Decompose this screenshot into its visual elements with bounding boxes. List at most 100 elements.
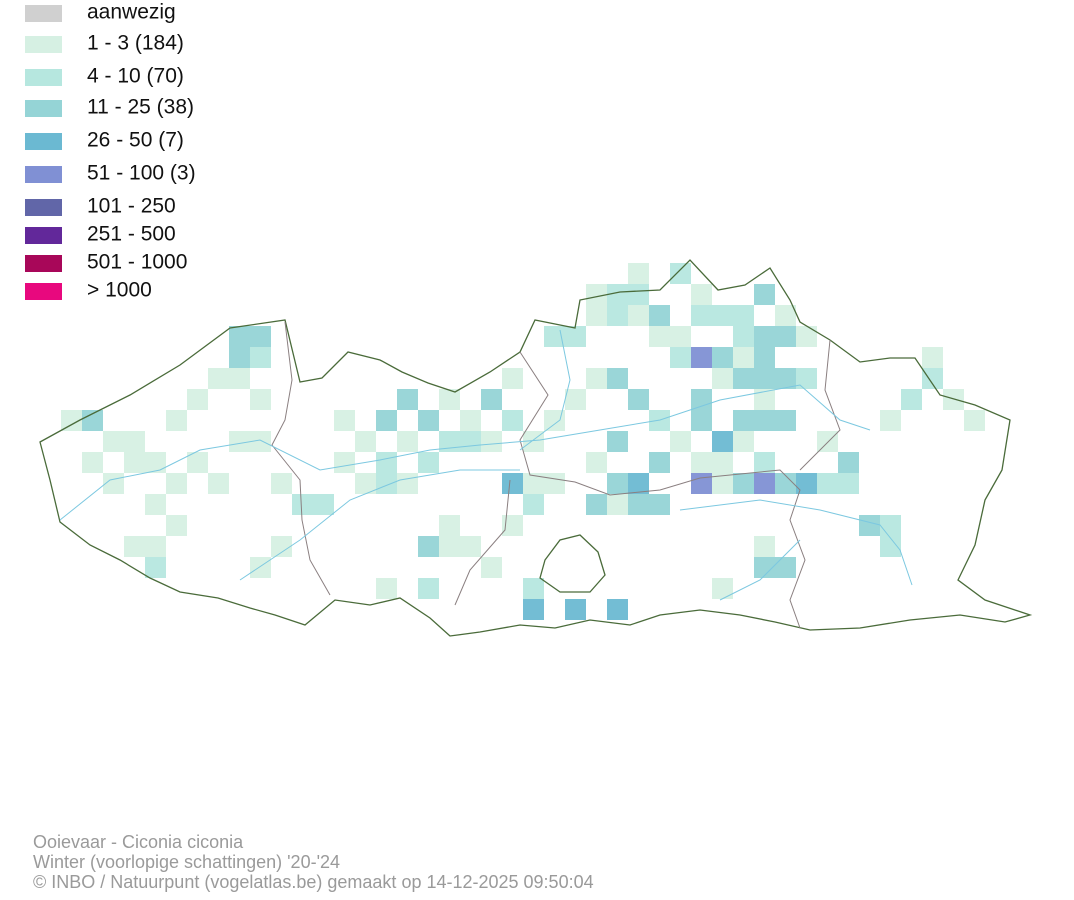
grid-square: [229, 326, 250, 347]
grid-square: [712, 305, 733, 326]
legend-label: 4 - 10 (70): [87, 65, 184, 88]
grid-square: [817, 431, 838, 452]
legend-swatch: [25, 255, 62, 272]
grid-square: [565, 389, 586, 410]
footer-line: Winter (voorlopige schattingen) '20-'24: [33, 852, 340, 872]
grid-square: [61, 410, 82, 431]
grid-square: [250, 347, 271, 368]
grid-square: [691, 347, 712, 368]
grid-square: [733, 431, 754, 452]
grid-square: [460, 536, 481, 557]
grid-square: [607, 305, 628, 326]
enclave-outline: [539, 534, 606, 593]
grid-square: [628, 284, 649, 305]
grid-square: [334, 452, 355, 473]
legend-label: 501 - 1000: [87, 251, 187, 274]
grid-square: [187, 389, 208, 410]
grid-square: [733, 473, 754, 494]
grid-square: [733, 410, 754, 431]
legend-swatch: [25, 166, 62, 183]
grid-square: [586, 368, 607, 389]
footer-line: Ooievaar - Ciconia ciconia: [33, 832, 244, 852]
grid-square: [775, 473, 796, 494]
grid-square: [502, 410, 523, 431]
grid-square: [670, 326, 691, 347]
grid-square: [376, 452, 397, 473]
grid-square: [481, 431, 502, 452]
grid-square: [607, 494, 628, 515]
legend-swatch: [25, 133, 62, 150]
grid-square: [397, 473, 418, 494]
grid-square: [712, 452, 733, 473]
grid-square: [292, 494, 313, 515]
grid-square: [103, 431, 124, 452]
grid-square: [418, 410, 439, 431]
grid-square: [250, 326, 271, 347]
grid-square: [607, 284, 628, 305]
grid-square: [124, 431, 145, 452]
grid-square: [376, 473, 397, 494]
grid-square: [460, 431, 481, 452]
grid-square: [586, 284, 607, 305]
grid-square: [775, 326, 796, 347]
grid-square: [334, 410, 355, 431]
grid-square: [208, 473, 229, 494]
grid-square: [670, 431, 691, 452]
footer-line: © INBO / Natuurpunt (vogelatlas.be) gema…: [33, 872, 594, 892]
grid-square: [250, 557, 271, 578]
grid-square: [166, 515, 187, 536]
grid-square: [817, 473, 838, 494]
grid-square: [880, 536, 901, 557]
grid-square: [712, 473, 733, 494]
grid-square: [796, 326, 817, 347]
grid-square: [775, 410, 796, 431]
grid-square: [628, 494, 649, 515]
grid-square: [649, 305, 670, 326]
legend-swatch: [25, 36, 62, 53]
province-border: [271, 321, 841, 629]
grid-square: [586, 452, 607, 473]
grid-square: [607, 368, 628, 389]
rivers: [59, 329, 913, 601]
grid-square: [607, 431, 628, 452]
grid-square: [82, 410, 103, 431]
grid-square: [166, 473, 187, 494]
legend-label: 26 - 50 (7): [87, 129, 184, 152]
grid-square: [670, 263, 691, 284]
grid-square: [691, 305, 712, 326]
grid-square: [712, 431, 733, 452]
grid-square: [418, 536, 439, 557]
grid-square: [796, 368, 817, 389]
grid-square: [145, 557, 166, 578]
grid-square: [229, 431, 250, 452]
grid-square: [187, 452, 208, 473]
grid-square: [691, 389, 712, 410]
grid-square: [355, 431, 376, 452]
legend-swatch: [25, 227, 62, 244]
grid-square: [628, 389, 649, 410]
grid-square: [208, 368, 229, 389]
grid-square: [775, 557, 796, 578]
grid-square: [523, 599, 544, 620]
grid-square: [775, 305, 796, 326]
grid-square: [439, 536, 460, 557]
legend-label: aanwezig: [87, 1, 176, 24]
grid-square: [376, 410, 397, 431]
grid-square: [376, 578, 397, 599]
grid-square: [439, 431, 460, 452]
grid-square: [481, 389, 502, 410]
grid-square: [775, 368, 796, 389]
grid-square: [859, 515, 880, 536]
legend-swatch: [25, 69, 62, 86]
legend-swatch: [25, 5, 62, 22]
legend-label: 51 - 100 (3): [87, 162, 196, 185]
grid-square: [754, 326, 775, 347]
legend-label: 11 - 25 (38): [87, 96, 194, 119]
grid-square: [670, 347, 691, 368]
legend-swatch: [25, 199, 62, 216]
grid-square: [754, 473, 775, 494]
grid-square: [733, 326, 754, 347]
grid-square: [418, 578, 439, 599]
